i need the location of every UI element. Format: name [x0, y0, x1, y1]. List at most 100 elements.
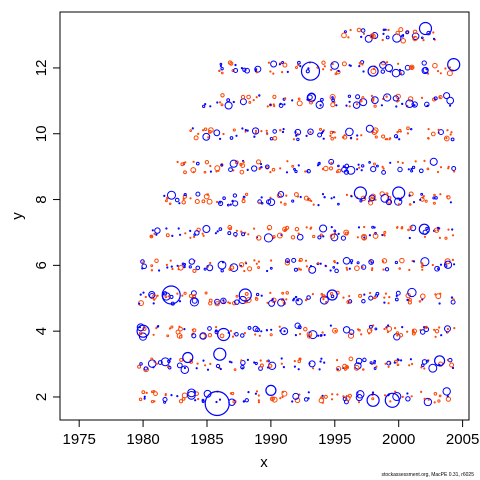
data-point — [254, 131, 257, 135]
data-point — [432, 201, 436, 205]
data-point — [320, 334, 323, 337]
data-point — [438, 394, 442, 398]
data-point — [234, 332, 239, 337]
data-point — [152, 302, 155, 305]
data-point — [409, 64, 415, 71]
data-point — [395, 294, 398, 297]
data-point — [303, 397, 309, 402]
data-point — [392, 391, 402, 402]
x-tick-label: 1980 — [126, 431, 159, 448]
data-point — [453, 327, 456, 330]
y-axis: 2 4 6 8 10 12 — [33, 60, 60, 401]
data-point — [220, 103, 224, 107]
data-point — [156, 294, 159, 297]
data-point — [398, 333, 404, 338]
data-point — [410, 395, 413, 398]
data-point — [398, 68, 402, 71]
data-point — [341, 61, 347, 67]
data-point — [257, 401, 260, 404]
data-point — [423, 326, 426, 329]
y-tick-label: 4 — [33, 327, 50, 335]
data-point — [266, 132, 269, 136]
footer-credit: stockassessment.org, MacPE 0.31, r6025 — [381, 472, 474, 478]
data-point — [166, 366, 170, 369]
data-point — [217, 169, 220, 172]
data-point — [234, 299, 240, 305]
data-point — [383, 230, 387, 234]
y-tick-label: 2 — [33, 393, 50, 401]
data-point — [286, 70, 289, 74]
data-point — [359, 199, 363, 203]
data-point — [407, 96, 414, 102]
data-point — [216, 200, 219, 204]
data-point — [310, 199, 313, 203]
data-point — [260, 130, 263, 133]
data-point — [269, 171, 272, 174]
data-point — [220, 163, 223, 167]
data-point — [297, 267, 301, 271]
data-point — [197, 397, 200, 401]
data-point — [270, 259, 273, 262]
data-point — [247, 391, 250, 394]
data-point — [269, 266, 273, 270]
data-point — [422, 66, 429, 74]
data-point — [292, 392, 300, 400]
data-point — [269, 291, 272, 294]
data-point — [260, 201, 264, 205]
data-point — [321, 394, 324, 397]
data-point — [280, 362, 283, 365]
data-point — [291, 199, 295, 203]
data-point — [381, 169, 387, 175]
data-point — [452, 298, 455, 301]
data-point — [356, 390, 365, 399]
data-point — [230, 361, 233, 364]
data-point — [189, 197, 192, 200]
data-point — [423, 397, 433, 407]
y-tick-label: 8 — [33, 195, 50, 203]
data-point — [270, 328, 273, 331]
x-tick-label: 2000 — [382, 431, 415, 448]
data-point — [309, 265, 313, 268]
data-point — [191, 297, 198, 304]
data-point — [222, 301, 226, 304]
data-point — [408, 268, 411, 272]
data-point — [202, 234, 205, 237]
data-point — [384, 267, 390, 272]
x-tick-label: 1990 — [254, 431, 287, 448]
data-point — [396, 226, 399, 229]
data-point — [255, 159, 262, 165]
data-point — [388, 295, 391, 299]
data-point — [192, 160, 195, 163]
data-point — [201, 398, 205, 402]
data-point — [194, 230, 200, 236]
data-point — [319, 224, 328, 233]
data-point — [195, 191, 201, 197]
data-point — [420, 262, 423, 265]
data-point — [169, 294, 174, 299]
data-point — [362, 368, 365, 371]
data-point — [323, 196, 326, 199]
data-point — [342, 363, 348, 369]
data-point — [333, 260, 336, 263]
data-point — [392, 33, 402, 43]
data-point — [166, 190, 177, 200]
data-point — [232, 100, 235, 104]
data-point — [345, 266, 348, 269]
data-point — [397, 62, 400, 65]
data-point — [396, 334, 399, 337]
data-point — [399, 257, 405, 264]
data-point — [346, 299, 351, 305]
data-point — [451, 228, 454, 231]
data-point — [227, 231, 232, 236]
data-point — [329, 269, 332, 272]
data-point — [370, 94, 373, 98]
data-point — [166, 196, 169, 199]
data-point — [431, 263, 434, 267]
data-point — [399, 72, 403, 75]
data-point — [246, 129, 249, 132]
data-point — [181, 262, 185, 266]
data-point — [444, 67, 447, 70]
data-point — [239, 162, 243, 167]
data-point — [150, 390, 154, 394]
data-point — [241, 127, 244, 130]
